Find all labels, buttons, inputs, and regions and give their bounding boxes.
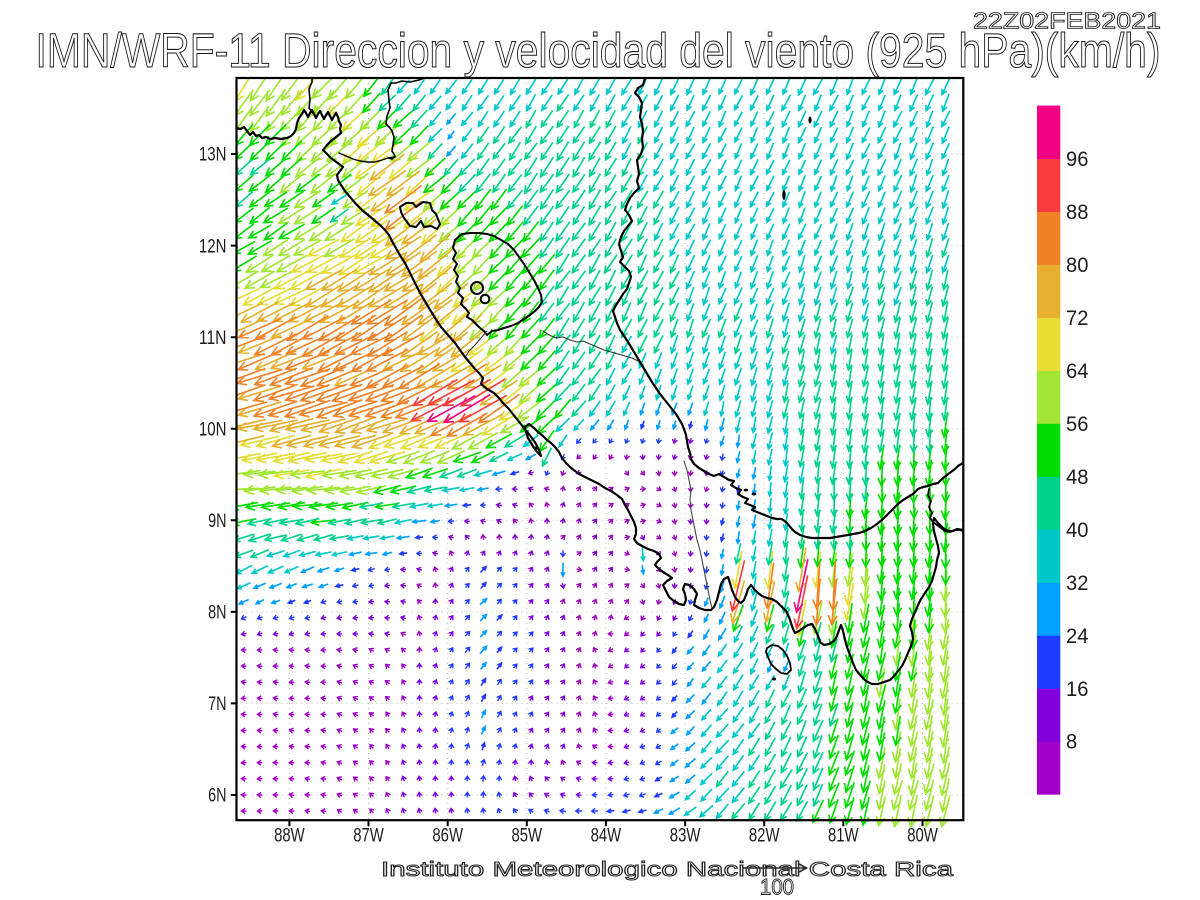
svg-text:72: 72 xyxy=(1066,306,1088,330)
svg-text:81W: 81W xyxy=(828,826,859,847)
svg-text:Instituto Meteorologico Nacion: Instituto Meteorologico Nacional Costa R… xyxy=(381,858,954,881)
svg-text:24: 24 xyxy=(1066,624,1088,648)
svg-text:12N: 12N xyxy=(199,236,227,257)
svg-text:11N: 11N xyxy=(199,328,227,349)
svg-text:96: 96 xyxy=(1066,147,1088,171)
svg-text:87W: 87W xyxy=(353,826,384,847)
svg-text:8N: 8N xyxy=(208,603,226,624)
svg-text:83W: 83W xyxy=(670,826,701,847)
svg-text:82W: 82W xyxy=(749,826,780,847)
svg-text:6N: 6N xyxy=(208,786,226,807)
svg-text:22Z02FEB2021: 22Z02FEB2021 xyxy=(973,8,1161,34)
svg-text:100: 100 xyxy=(760,875,794,900)
svg-text:88W: 88W xyxy=(274,826,305,847)
svg-text:86W: 86W xyxy=(432,826,463,847)
svg-text:80: 80 xyxy=(1066,253,1088,277)
svg-text:88: 88 xyxy=(1066,200,1088,224)
svg-text:80W: 80W xyxy=(907,826,938,847)
svg-text:IMN/WRF-11 Direccion y velocid: IMN/WRF-11 Direccion y velocidad del vie… xyxy=(36,25,1161,78)
svg-text:16: 16 xyxy=(1066,677,1088,701)
svg-text:8: 8 xyxy=(1066,730,1077,754)
svg-text:40: 40 xyxy=(1066,518,1088,542)
svg-text:10N: 10N xyxy=(199,419,227,440)
svg-text:85W: 85W xyxy=(512,826,543,847)
svg-text:9N: 9N xyxy=(208,511,226,532)
svg-text:32: 32 xyxy=(1066,571,1088,595)
svg-text:48: 48 xyxy=(1066,465,1088,489)
svg-text:7N: 7N xyxy=(208,694,226,715)
svg-text:84W: 84W xyxy=(591,826,622,847)
svg-text:56: 56 xyxy=(1066,412,1088,436)
svg-text:64: 64 xyxy=(1066,359,1088,383)
svg-text:13N: 13N xyxy=(199,145,227,166)
